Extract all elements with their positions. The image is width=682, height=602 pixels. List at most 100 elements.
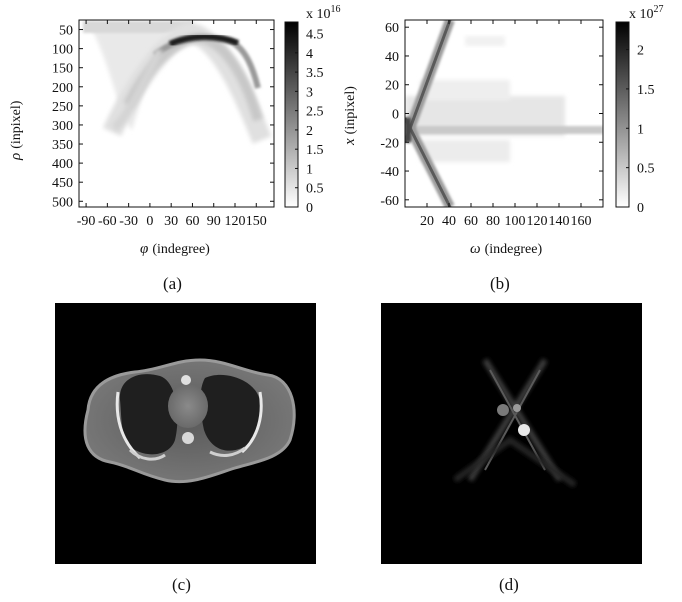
y-tick-label: 300 <box>52 119 73 134</box>
heatmap-b-band-top <box>420 80 510 100</box>
recon-upper-blob-2 <box>513 404 521 412</box>
colorbar-a-ticks: 0 0.5 1 1.5 2 2.5 3 3.5 4 4.5 <box>295 28 324 216</box>
x-tick-label: -30 <box>119 214 138 229</box>
recon-bright-spot <box>518 424 530 436</box>
x-tick-label: 140 <box>549 214 570 229</box>
colorbar-tick-label: 4 <box>306 47 313 62</box>
ct-right-lung <box>119 374 178 455</box>
colorbar-a <box>284 21 299 208</box>
y-tick-label: 50 <box>59 24 73 39</box>
plot-frame-a <box>78 19 275 208</box>
caption-b: (b) <box>490 274 510 293</box>
y-tick-label: 0 <box>392 108 399 123</box>
colorbar-tick-label: 1.5 <box>306 143 324 158</box>
heatmap-a-peak <box>168 33 240 47</box>
y-axis-label-b: x(inpixel) <box>342 86 358 146</box>
heatmap-b-streak-down-core <box>405 117 452 207</box>
x-tick-label: 120 <box>527 214 548 229</box>
heatmap-b <box>405 20 603 207</box>
heatmap-b-band-bottom <box>420 140 510 162</box>
heatmap-b-streak-up-core <box>405 20 452 143</box>
heatmap-a-faint-band <box>88 22 170 130</box>
colorbar-tick-label: 0.5 <box>637 162 655 177</box>
y-tick-label: 400 <box>52 157 73 172</box>
y-tick-label: 250 <box>52 100 73 115</box>
ct-rib-left <box>240 391 263 454</box>
x-tick-label: 60 <box>185 214 199 229</box>
x-axis-label-b: ω (indegree) <box>470 241 542 257</box>
x-tick-label: 60 <box>464 214 478 229</box>
recon-lower-fan <box>453 436 577 488</box>
x-tick-label: 40 <box>442 214 456 229</box>
caption-a: (a) <box>163 274 182 293</box>
y-tick-label: -60 <box>380 194 399 209</box>
y-tick-label: 450 <box>52 176 73 191</box>
caption-d: (d) <box>499 575 519 594</box>
colorbar-b <box>615 21 630 208</box>
y-tick-label: 20 <box>385 79 399 94</box>
ct-heart <box>168 384 208 428</box>
recon-image <box>453 358 577 488</box>
x-tick-label: -60 <box>98 214 117 229</box>
x-tick-label: 30 <box>164 214 178 229</box>
x-tick-label: 20 <box>420 214 434 229</box>
y-tick-label: 150 <box>52 62 73 77</box>
panel-d: (d) <box>381 303 642 594</box>
x-axis-a: -90 -60 -30 0 30 60 90 120 150 <box>77 20 267 229</box>
x-axis-b: 20 40 60 80 100 120 140 160 <box>420 20 592 229</box>
y-tick-label: 100 <box>52 43 73 58</box>
ct-image <box>83 358 296 484</box>
x-tick-label: 80 <box>486 214 500 229</box>
y-tick-label: 500 <box>52 195 73 210</box>
x-tick-label: 120 <box>225 214 246 229</box>
recon-upper-blob <box>497 404 509 416</box>
colorbar-a-multiplier: x 1016 <box>306 4 341 22</box>
colorbar-tick-label: 0 <box>637 201 644 216</box>
ct-posterior-rib-left <box>209 446 246 457</box>
y-axis-label-a: ρ(inpixel) <box>8 100 24 161</box>
colorbar-tick-label: 4.5 <box>306 28 324 43</box>
heatmap-a-top-band <box>83 21 193 33</box>
y-axis-b: -60 -40 -20 0 20 40 60 <box>380 21 603 209</box>
ct-sternum <box>181 375 191 385</box>
colorbar-tick-label: 2 <box>306 124 313 139</box>
panel-c: (c) <box>55 303 316 594</box>
colorbar-tick-label: 1 <box>637 122 644 137</box>
y-tick-label: 60 <box>385 21 399 36</box>
x-tick-label: 90 <box>207 214 221 229</box>
y-tick-label: 200 <box>52 81 73 96</box>
colorbar-tick-label: 3.5 <box>306 66 324 81</box>
heatmap-b-faint-top <box>465 36 505 46</box>
ct-posterior-rib-right <box>128 448 166 461</box>
x-tick-label: -90 <box>77 214 96 229</box>
heatmap-a <box>79 20 274 207</box>
colorbar-tick-label: 1 <box>306 162 313 177</box>
ct-left-lung <box>200 374 262 451</box>
colorbar-b-ticks: 0 0.5 1 1.5 2 <box>626 44 655 216</box>
ct-spine <box>182 432 194 444</box>
caption-c: (c) <box>172 575 191 594</box>
y-tick-label: 350 <box>52 138 73 153</box>
y-tick-label: -20 <box>380 136 399 151</box>
colorbar-tick-label: 1.5 <box>637 83 655 98</box>
colorbar-tick-label: 3 <box>306 85 313 100</box>
colorbar-tick-label: 0.5 <box>306 182 324 197</box>
x-tick-label: 150 <box>246 214 267 229</box>
colorbar-tick-label: 2 <box>637 44 644 59</box>
heatmap-b-origin-hotspot <box>405 118 411 142</box>
y-tick-label: -40 <box>380 165 399 180</box>
colorbar-tick-label: 0 <box>306 201 313 216</box>
x-tick-label: 100 <box>505 214 526 229</box>
y-tick-label: 40 <box>385 50 399 65</box>
heatmap-a-left-tail <box>111 48 164 132</box>
colorbar-b-multiplier: x 1027 <box>629 4 664 22</box>
colorbar-tick-label: 2.5 <box>306 105 324 120</box>
y-axis-a: 50 100 150 200 250 300 350 400 450 500 <box>52 24 274 210</box>
x-axis-label-a: φ (indegree) <box>140 241 210 257</box>
x-tick-label: 160 <box>571 214 592 229</box>
x-tick-label: 0 <box>146 214 153 229</box>
heatmap-b-band-center <box>405 126 603 134</box>
